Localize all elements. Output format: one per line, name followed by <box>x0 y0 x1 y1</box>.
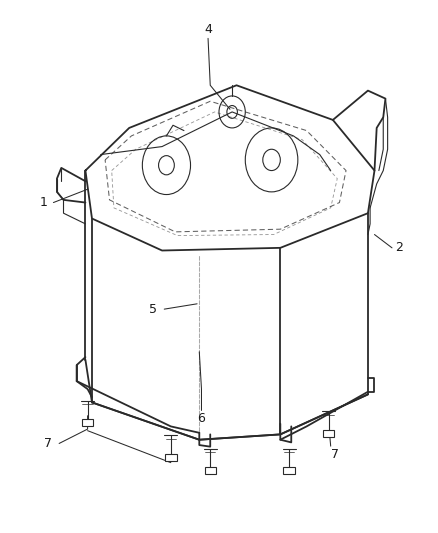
Text: 6: 6 <box>198 412 205 425</box>
Text: 2: 2 <box>396 241 403 254</box>
Text: 1: 1 <box>40 196 48 209</box>
Text: 5: 5 <box>149 303 157 316</box>
Bar <box>323 430 334 437</box>
Bar <box>165 454 177 461</box>
Text: 4: 4 <box>204 23 212 36</box>
Bar <box>205 467 216 474</box>
Text: 7: 7 <box>44 437 52 450</box>
Bar <box>283 467 295 474</box>
Text: 7: 7 <box>331 448 339 461</box>
Bar <box>82 419 93 426</box>
